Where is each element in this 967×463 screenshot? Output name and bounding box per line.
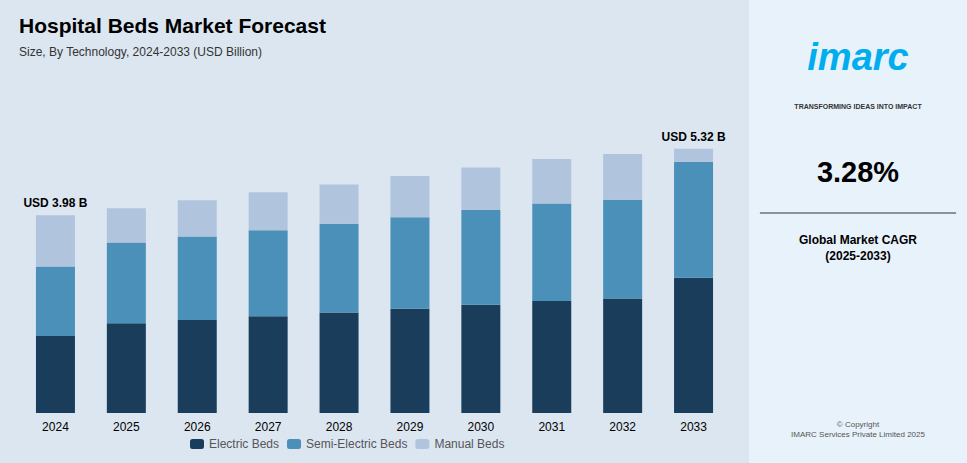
svg-text:TRANSFORMING IDEAS INTO IMPACT: TRANSFORMING IDEAS INTO IMPACT	[794, 103, 922, 110]
svg-text:imarc: imarc	[807, 36, 908, 78]
svg-text:Electric Beds: Electric Beds	[209, 437, 279, 451]
svg-text:Size, By Technology, 2024-2033: Size, By Technology, 2024-2033 (USD Bill…	[19, 45, 262, 59]
svg-text:Global Market CAGR: Global Market CAGR	[799, 233, 917, 247]
svg-text:(2025-2033): (2025-2033)	[825, 249, 890, 263]
svg-text:USD 3.98 B: USD 3.98 B	[23, 196, 87, 210]
svg-text:2028: 2028	[326, 420, 353, 434]
svg-text:2025: 2025	[113, 420, 140, 434]
svg-text:2032: 2032	[609, 420, 636, 434]
svg-text:USD 5.32 B: USD 5.32 B	[662, 130, 726, 144]
svg-text:2031: 2031	[538, 420, 565, 434]
svg-text:IMARC Services Private Limited: IMARC Services Private Limited 2025	[791, 430, 925, 439]
svg-text:Hospital Beds Market Forecast: Hospital Beds Market Forecast	[19, 14, 326, 37]
svg-text:2027: 2027	[255, 420, 282, 434]
svg-text:2026: 2026	[184, 420, 211, 434]
svg-text:2024: 2024	[42, 420, 69, 434]
svg-text:3.28%: 3.28%	[817, 156, 899, 188]
svg-text:2033: 2033	[680, 420, 707, 434]
svg-text:2029: 2029	[397, 420, 424, 434]
svg-text:2030: 2030	[467, 420, 494, 434]
svg-text:Semi-Electric Beds: Semi-Electric Beds	[306, 437, 407, 451]
svg-text:© Copyright: © Copyright	[837, 420, 880, 429]
svg-text:Manual Beds: Manual Beds	[434, 437, 504, 451]
